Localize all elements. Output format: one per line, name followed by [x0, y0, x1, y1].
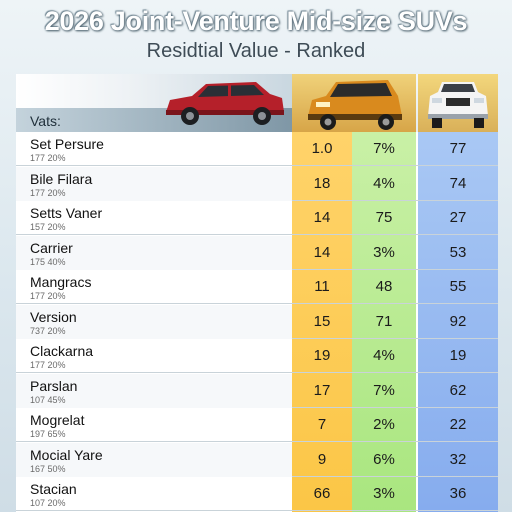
cell-column-c: 62 — [449, 381, 467, 399]
table-row: Clackarna 177 20% 19 4% 19 — [16, 339, 498, 373]
row-name: Mangracs — [30, 274, 92, 290]
page-title: 2026 Joint-Venture Mid-size SUVs — [44, 6, 468, 36]
cell-column-c: 53 — [449, 243, 467, 261]
row-subtext: 107 20% — [30, 498, 66, 508]
cell-column-b: 2% — [373, 416, 395, 433]
cell-column-a: 9 — [317, 450, 327, 468]
row-subtext: 157 20% — [30, 222, 66, 232]
cell-column-a: 11 — [314, 278, 330, 295]
cell-column-a: 19 — [313, 347, 331, 364]
cell-column-c: 27 — [449, 209, 467, 226]
table-row: Setts Vaner 157 20% 14 75 27 — [16, 201, 498, 235]
row-subtext: 177 20% — [30, 291, 66, 301]
cell-column-a: 14 — [313, 209, 331, 226]
table-row: Carrier 175 40% 14 3% 53 — [16, 235, 498, 270]
row-stripe — [16, 235, 292, 270]
column-c-background — [418, 132, 498, 512]
row-stripe — [16, 373, 292, 408]
cell-column-c: 32 — [449, 450, 467, 468]
row-stripe — [16, 442, 292, 477]
cell-column-b: 7% — [373, 140, 395, 157]
cell-column-a: 18 — [313, 174, 331, 192]
row-subtext: 177 20% — [30, 360, 66, 370]
cell-column-a: 15 — [313, 312, 331, 330]
cell-column-c: 19 — [449, 347, 467, 364]
ranking-table: Vats: — [16, 74, 498, 512]
row-subtext: 177 20% — [30, 187, 66, 198]
cell-column-a: 17 — [313, 381, 331, 399]
row-subtext: 737 20% — [30, 325, 66, 336]
cell-column-c: 36 — [449, 485, 467, 502]
cell-column-b: 3% — [373, 485, 395, 502]
white-suv-panel — [418, 74, 498, 132]
row-name: Setts Vaner — [30, 205, 103, 221]
column-b-background — [352, 132, 416, 512]
cell-column-b: 4% — [373, 174, 395, 192]
table-row: Bile Filara 177 20% 18 4% 74 — [16, 166, 498, 201]
cell-column-b: 7% — [373, 381, 395, 399]
cell-column-a: 7 — [317, 416, 327, 433]
cell-column-b: 71 — [375, 312, 393, 330]
cell-column-b: 4% — [373, 347, 395, 364]
cell-column-a: 1.0 — [311, 140, 333, 157]
page-subtitle: Residtial Value - Ranked — [146, 40, 366, 62]
orange-suv-image — [308, 80, 402, 130]
table-header-images: Vats: — [16, 74, 498, 132]
row-name: Parslan — [30, 377, 78, 394]
cell-column-c: 92 — [449, 312, 467, 330]
cell-column-c: 55 — [449, 278, 467, 295]
row-name: Bile Filara — [30, 170, 93, 187]
row-stripe — [16, 166, 292, 201]
row-name: Version — [30, 308, 77, 325]
row-name: Clackarna — [30, 343, 94, 359]
header-banner: Vats: — [16, 74, 292, 132]
row-name: Mogrelat — [30, 412, 85, 428]
row-name: Carrier — [30, 239, 73, 256]
cell-column-b: 75 — [375, 209, 393, 226]
row-stripe — [16, 304, 292, 339]
row-subtext: 167 50% — [30, 463, 66, 474]
table-row: Mangracs 177 20% 11 48 55 — [16, 270, 498, 304]
row-subtext: 175 40% — [30, 256, 66, 267]
table-row: Version 737 20% 15 71 92 — [16, 304, 498, 339]
row-subtext: 107 45% — [30, 394, 66, 405]
table-row: Mogrelat 197 65% 7 2% 22 — [16, 408, 498, 442]
row-name: Mocial Yare — [30, 446, 103, 463]
row-name: Stacian — [30, 481, 77, 497]
row-subtext: 177 20% — [30, 153, 66, 163]
table-row: Set Persure 177 20% 1.0 7% 77 — [16, 132, 498, 166]
cell-column-b: 6% — [373, 450, 395, 468]
white-suv-image — [428, 82, 488, 128]
cell-column-c: 74 — [449, 174, 467, 192]
cell-column-c: 22 — [449, 416, 467, 433]
row-name: Set Persure — [30, 136, 104, 152]
table-row: Parslan 107 45% 17 7% 62 — [16, 373, 498, 408]
cell-column-b: 3% — [373, 243, 395, 261]
table-row: Stacian 107 20% 66 3% 36 — [16, 477, 498, 511]
cell-column-b: 48 — [375, 278, 393, 295]
red-suv-image — [166, 82, 284, 125]
table-row: Mocial Yare 167 50% 9 6% 32 — [16, 442, 498, 477]
column-divider — [416, 132, 418, 512]
columns-label: Vats: — [30, 113, 61, 129]
column-a-background — [292, 132, 352, 512]
cell-column-a: 14 — [313, 243, 331, 261]
cell-column-c: 77 — [449, 140, 467, 157]
orange-suv-panel — [292, 74, 416, 132]
row-subtext: 197 65% — [30, 429, 66, 439]
cell-column-a: 66 — [313, 485, 331, 502]
